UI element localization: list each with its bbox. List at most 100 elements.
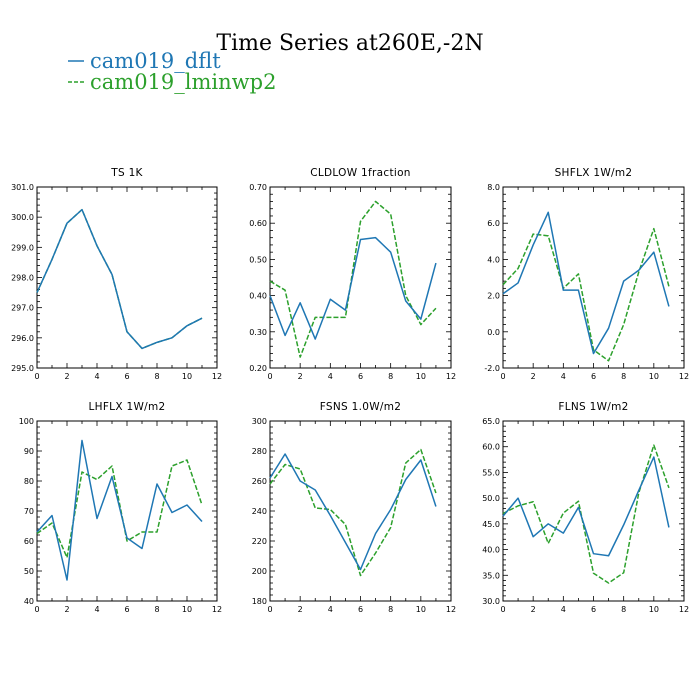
series-line-dflt	[502, 211, 670, 355]
panel-title: FSNS 1.0W/m2	[320, 401, 402, 413]
legend: cam019_dflt cam019_lminwp2	[68, 49, 276, 94]
series-line-lminwp2	[269, 200, 437, 358]
y-tick-label: 0.40	[249, 292, 267, 301]
x-tick-label: 10	[649, 372, 659, 381]
x-tick-label: 2	[64, 372, 69, 381]
x-tick-label: 4	[561, 372, 566, 381]
x-tick-label: 12	[446, 372, 456, 381]
panel-3: SHFLX 1W/m2 0 2 4 6 8 10 12 -2.0 0.0 2.0 4.0 6.0 8.0	[484, 167, 689, 381]
y-tick-label: 40	[24, 597, 34, 606]
y-tick-label: 0.20	[249, 364, 267, 373]
y-tick-label: 80	[24, 477, 34, 486]
legend-label-lminwp2: cam019_lminwp2	[90, 70, 276, 94]
y-tick-label: 295.0	[11, 364, 34, 373]
x-tick-label: 10	[649, 605, 659, 614]
y-tick-label: 300	[252, 417, 267, 426]
x-tick-label: 8	[621, 372, 626, 381]
x-tick-label: 0	[267, 372, 272, 381]
y-tick-label: 90	[24, 447, 34, 456]
y-tick-label: 6.0	[487, 219, 500, 228]
x-tick-label: 6	[358, 372, 363, 381]
x-tick-label: 4	[328, 372, 333, 381]
x-tick-label: 10	[182, 605, 192, 614]
x-tick-label: 2	[298, 605, 303, 614]
x-tick-label: 4	[561, 605, 566, 614]
y-tick-label: 296.0	[11, 334, 34, 343]
x-tick-label: 2	[531, 372, 536, 381]
x-tick-label: 10	[416, 372, 426, 381]
panel-4: LHFLX 1W/m2 0 2 4 6 8 10 12 40 50 60 70 80 90 100	[19, 401, 222, 614]
y-tick-label: 301.0	[11, 183, 34, 192]
y-tick-label: 40.0	[482, 546, 500, 555]
y-tick-label: 0.60	[249, 219, 267, 228]
x-tick-label: 0	[267, 605, 272, 614]
y-tick-label: 240	[252, 507, 267, 516]
panel-title: TS 1K	[110, 167, 143, 179]
series-line-lminwp2	[502, 227, 670, 362]
x-tick-label: 2	[64, 605, 69, 614]
y-tick-label: 0.0	[487, 328, 500, 337]
x-tick-label: 0	[34, 605, 39, 614]
y-tick-label: 0.30	[249, 328, 267, 337]
y-tick-label: 297.0	[11, 304, 34, 313]
y-tick-label: 4.0	[487, 255, 500, 264]
x-tick-label: 12	[679, 605, 689, 614]
y-tick-label: 299.0	[11, 243, 34, 252]
x-tick-label: 6	[591, 372, 596, 381]
y-tick-label: 50	[24, 567, 34, 576]
panel-title: LHFLX 1W/m2	[89, 401, 166, 413]
x-tick-label: 12	[679, 372, 689, 381]
y-tick-label: 0.70	[249, 183, 267, 192]
panel-6: FLNS 1W/m2 0 2 4 6 8 10 12 30.0 35.0 40.0 45.0 50.0 5…	[482, 401, 689, 614]
x-tick-label: 4	[94, 372, 99, 381]
y-tick-label: 300.0	[11, 213, 34, 222]
x-tick-label: 2	[298, 372, 303, 381]
y-tick-label: 8.0	[487, 183, 500, 192]
figure-title: Time Series at260E,-2N	[216, 31, 483, 56]
x-tick-label: 0	[500, 372, 505, 381]
x-tick-label: 12	[446, 605, 456, 614]
panel-title: FLNS 1W/m2	[558, 401, 628, 413]
series-line-dflt	[269, 453, 437, 571]
series-line-lminwp2	[36, 459, 203, 559]
series-line-lminwp2	[269, 448, 437, 577]
legend-label-dflt: cam019_dflt	[90, 49, 221, 73]
x-tick-label: 4	[94, 605, 99, 614]
panel-title: SHFLX 1W/m2	[555, 167, 633, 179]
y-tick-label: 45.0	[482, 520, 500, 529]
y-tick-label: 0.50	[249, 255, 267, 264]
series-line-dflt	[269, 236, 437, 340]
x-tick-label: 10	[416, 605, 426, 614]
x-tick-label: 8	[388, 605, 393, 614]
y-tick-label: 180	[252, 597, 267, 606]
y-tick-label: 50.0	[482, 494, 500, 503]
y-tick-label: -2.0	[484, 364, 500, 373]
x-tick-label: 6	[591, 605, 596, 614]
series-line-dflt	[36, 439, 203, 581]
panel-5: FSNS 1.0W/m2 0 2 4 6 8 10 12 180 200 220 240 260 280 3…	[252, 401, 456, 614]
x-tick-label: 6	[124, 372, 129, 381]
y-tick-label: 100	[19, 417, 34, 426]
x-tick-label: 0	[500, 605, 505, 614]
y-tick-label: 298.0	[11, 274, 34, 283]
y-tick-label: 200	[252, 567, 267, 576]
y-tick-label: 2.0	[487, 292, 500, 301]
x-tick-label: 6	[358, 605, 363, 614]
x-tick-label: 8	[154, 372, 159, 381]
y-tick-label: 35.0	[482, 571, 500, 580]
y-tick-label: 280	[252, 447, 267, 456]
y-tick-label: 65.0	[482, 417, 500, 426]
x-tick-label: 8	[388, 372, 393, 381]
y-tick-label: 55.0	[482, 468, 500, 477]
x-tick-label: 12	[212, 372, 222, 381]
x-tick-label: 4	[328, 605, 333, 614]
y-tick-label: 60	[24, 537, 34, 546]
panels: TS 1K 0 2 4 6 8 10 12 295.0 296.0 297.0 298.0 299.0 3…	[11, 167, 689, 614]
series-line-dflt	[36, 208, 203, 350]
y-tick-label: 60.0	[482, 443, 500, 452]
panel-2: CLDLOW 1fraction 0 2 4 6 8 10 12 0.20 0.30 0.40 0.5…	[249, 167, 456, 381]
y-tick-label: 220	[252, 537, 267, 546]
y-tick-label: 70	[24, 507, 34, 516]
